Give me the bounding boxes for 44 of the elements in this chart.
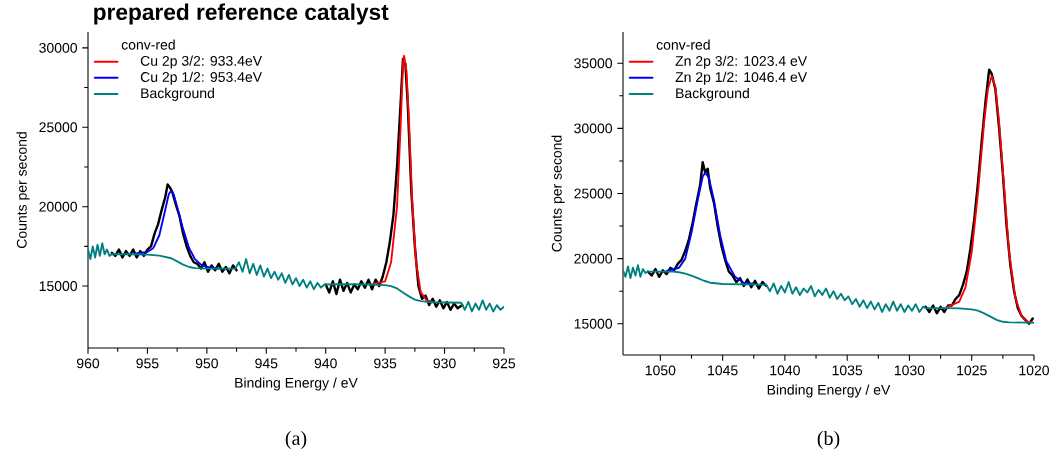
y-tick-label: 35000: [574, 58, 613, 69]
x-tick-label: 1035: [832, 365, 863, 376]
y-tick-label: 25000: [39, 122, 78, 133]
x-tick-label: 930: [433, 358, 456, 369]
x-tick-label: 950: [195, 358, 218, 369]
x-tick-label: 1050: [645, 365, 676, 376]
y-tick-label: 15000: [39, 281, 78, 292]
y-tick-label: 30000: [574, 123, 613, 134]
line-series: [134, 189, 220, 270]
legend-label: Zn 2p 1/2: 1046.4 eV: [675, 71, 808, 85]
legend-title: conv-red: [121, 39, 175, 50]
legend-label: Cu 2p 1/2: 953.4eV: [140, 71, 263, 85]
legend-label: Background: [676, 87, 749, 101]
line-series: [945, 75, 1034, 324]
x-tick-label: 1040: [770, 365, 800, 376]
y-axis-title: Counts per second: [551, 135, 565, 252]
y-tick-label: 20000: [39, 201, 78, 212]
legend-label: Zn 2p 3/2: 1023.4 eV: [675, 55, 808, 69]
x-tick-label: 1025: [957, 365, 987, 376]
y-tick-label: 15000: [574, 318, 613, 329]
x-tick-label: 1045: [708, 365, 738, 376]
x-tick-label: 935: [374, 358, 397, 369]
legend-title: conv-red: [656, 39, 710, 50]
x-tick-label: 1020: [1019, 365, 1049, 376]
line-series: [88, 242, 504, 313]
y-tick-label: 25000: [574, 188, 613, 199]
legend-label: Cu 2p 3/2: 933.4eV: [140, 55, 263, 69]
y-tick-label: 20000: [574, 253, 613, 264]
x-tick-label: 955: [136, 358, 159, 369]
text: (b): [817, 430, 840, 450]
line-series: [372, 54, 434, 303]
x-axis-title: Binding Energy / eV: [235, 377, 358, 391]
line-series: [665, 171, 755, 285]
y-tick-label: 30000: [39, 42, 78, 53]
x-tick-label: 940: [314, 358, 337, 369]
x-tick-label: 925: [492, 358, 516, 369]
x-tick-label: 960: [76, 358, 100, 369]
chart-title: prepared reference catalyst: [94, 3, 389, 25]
text: (a): [285, 430, 307, 450]
x-axis-title: Binding Energy / eV: [767, 384, 891, 398]
legend-label: Background: [141, 87, 214, 101]
y-axis-title: Counts per second: [16, 132, 30, 249]
x-tick-label: 945: [255, 358, 278, 369]
x-tick-label: 1030: [894, 365, 925, 376]
